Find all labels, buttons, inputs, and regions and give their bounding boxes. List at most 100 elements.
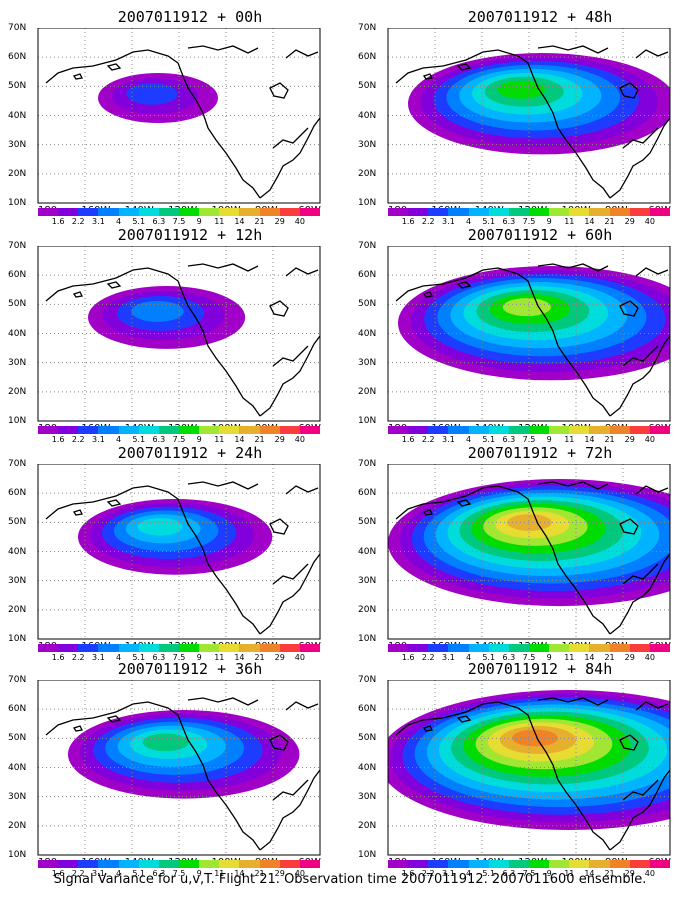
colorbar-level-label: 9 — [196, 653, 202, 662]
map-frame — [387, 464, 671, 640]
colorbar-level-label: 11 — [564, 869, 575, 878]
colorbar-level-label: 2.2 — [421, 435, 435, 444]
colorbar-swatch — [388, 860, 409, 868]
coastline — [72, 509, 83, 516]
coastline — [635, 49, 669, 59]
coastline — [537, 45, 609, 54]
panel-title: 2007011912 + 72h — [467, 444, 613, 462]
colorbar-swatch — [38, 208, 59, 216]
coastline — [285, 49, 319, 59]
colorbar-swatch — [78, 208, 99, 216]
panel-title: 2007011912 + 60h — [467, 226, 613, 244]
colorbar-swatch — [279, 860, 300, 868]
colorbar-swatch — [279, 426, 300, 434]
variance-contours — [388, 690, 670, 830]
colorbar-level-label: 1.6 — [401, 653, 415, 662]
colorbar-level-label: 14 — [584, 217, 595, 226]
colorbar-swatch — [549, 860, 570, 868]
colorbar-level-label: 2.2 — [71, 435, 85, 444]
colorbar-level-label: 29 — [624, 217, 635, 226]
coastline — [269, 300, 289, 317]
panel-title: 2007011912 + 48h — [467, 8, 613, 26]
lat-tick-label: 70N — [358, 241, 377, 251]
colorbar-level-label: 7.5 — [522, 435, 536, 444]
coastline — [285, 485, 319, 495]
variance-map — [37, 680, 321, 856]
colorbar-swatch — [649, 860, 670, 868]
colorbar-level-label: 21 — [254, 217, 265, 226]
coastline — [622, 563, 659, 585]
colorbar-swatch — [468, 644, 489, 652]
colorbar-level-label: 2.2 — [421, 869, 435, 878]
colorbar-level-label: 21 — [604, 435, 615, 444]
coastline — [72, 291, 83, 298]
lat-tick-label: 40N — [8, 328, 27, 339]
colorbar-swatch — [549, 644, 570, 652]
colorbar-swatch — [488, 644, 509, 652]
colorbar-level-label: 7.5 — [172, 653, 186, 662]
colorbar-level-label: 7.5 — [172, 217, 186, 226]
colorbar-level-label: 9 — [196, 217, 202, 226]
colorbar-level-label: 3.1 — [92, 217, 105, 226]
colorbar-level-label: 5.1 — [132, 435, 146, 444]
variance-contours — [98, 73, 218, 123]
variance-map — [387, 680, 671, 856]
colorbar-level-label: 9 — [546, 653, 552, 662]
colorbar-level-label: 9 — [196, 435, 202, 444]
contour-region — [512, 729, 558, 747]
colorbar-level-label: 5.1 — [482, 869, 496, 878]
colorbar-level-label: 29 — [274, 217, 285, 226]
colorbar-level-label: 11 — [564, 653, 575, 662]
colorbar-swatch — [239, 644, 260, 652]
variance-map — [387, 246, 671, 422]
colorbar-swatch — [549, 208, 570, 216]
lat-tick-label: 20N — [8, 168, 27, 179]
lat-tick-label: 30N — [8, 575, 27, 586]
lat-tick-label: 70N — [8, 241, 27, 251]
colorbar-swatch — [239, 208, 260, 216]
coastline — [635, 701, 669, 711]
lat-tick-label: 10N — [358, 198, 377, 208]
colorbar-level-label: 6.3 — [502, 869, 516, 878]
coastline — [395, 267, 611, 417]
colorbar-swatch — [528, 644, 550, 652]
colorbar-level-label: 1.6 — [51, 435, 65, 444]
lat-tick-label: 10N — [8, 416, 27, 426]
colorbar-level-label: 9 — [546, 435, 552, 444]
coastline — [272, 127, 309, 149]
map-panel: 2007011912 + 36h70N60N50N40N30N20N10N180… — [8, 660, 350, 878]
lat-tick-label: 50N — [8, 299, 27, 310]
colorbar-swatches — [38, 860, 320, 868]
coastline — [622, 345, 659, 367]
figure-caption: Signal Variance for u,v,T. Flight 21. Ob… — [53, 872, 647, 887]
coastline — [422, 725, 433, 732]
lat-tick-label: 70N — [358, 459, 377, 469]
variance-contours — [388, 479, 670, 607]
variance-map — [37, 28, 321, 204]
coastline — [619, 518, 639, 535]
colorbar-swatch — [488, 426, 509, 434]
coastline — [187, 45, 259, 54]
coastline — [619, 300, 639, 317]
colorbar-swatch — [528, 860, 550, 868]
contour-region — [126, 83, 178, 105]
colorbar-swatch — [629, 426, 650, 434]
colorbar-swatch — [158, 644, 179, 652]
lat-tick-label: 60N — [358, 704, 377, 715]
colorbar-swatch — [78, 860, 99, 868]
lat-tick-label: 50N — [8, 81, 27, 92]
colorbar-swatch — [58, 426, 79, 434]
colorbar-swatch — [38, 860, 59, 868]
coastline — [259, 769, 321, 851]
colorbar-swatch — [38, 644, 59, 652]
panel-title: 2007011912 + 12h — [117, 226, 263, 244]
colorbar-swatch — [508, 208, 529, 216]
lat-tick-label: 30N — [358, 791, 377, 802]
colorbar-swatch — [609, 860, 630, 868]
colorbar-level-label: 5.1 — [482, 653, 496, 662]
lat-tick-label: 40N — [358, 110, 377, 121]
colorbar-swatch — [118, 644, 139, 652]
variance-contours — [77, 499, 273, 575]
colorbar-level-label: 6.3 — [152, 653, 166, 662]
lat-tick-label: 10N — [358, 416, 377, 426]
